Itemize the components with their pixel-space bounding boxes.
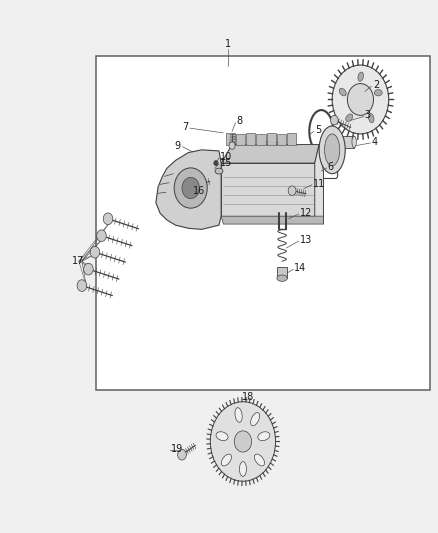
Ellipse shape [235,408,242,422]
Circle shape [347,84,374,115]
Bar [267,133,276,144]
Circle shape [90,246,100,258]
Bar [277,134,286,144]
Circle shape [330,115,338,125]
Circle shape [189,183,196,191]
Ellipse shape [251,413,260,426]
Text: 7: 7 [182,122,188,132]
Text: 19: 19 [171,445,184,455]
Circle shape [229,142,235,149]
Text: 13: 13 [300,235,312,245]
Ellipse shape [325,134,340,166]
Text: 2: 2 [374,80,380,90]
Circle shape [103,213,113,224]
Ellipse shape [332,136,337,148]
Text: 15: 15 [220,158,232,168]
Ellipse shape [368,114,374,123]
Bar [96,56,430,390]
Circle shape [288,186,296,196]
Bar [277,266,287,278]
Circle shape [174,168,207,208]
Circle shape [97,230,106,241]
Ellipse shape [258,432,270,441]
Ellipse shape [346,114,353,122]
Text: 11: 11 [313,179,325,189]
Text: 10: 10 [220,152,232,161]
Text: 1: 1 [225,39,231,49]
Circle shape [77,280,87,292]
Text: 6: 6 [328,162,334,172]
Text: 18: 18 [242,392,254,402]
Bar [226,133,235,144]
Bar [287,133,297,144]
Ellipse shape [277,275,287,281]
Ellipse shape [228,142,315,221]
Circle shape [210,402,276,481]
Circle shape [178,449,186,460]
Text: 12: 12 [300,208,312,218]
Circle shape [182,177,199,199]
Text: 5: 5 [315,125,321,135]
Circle shape [234,431,252,452]
Ellipse shape [215,168,223,174]
Circle shape [214,160,218,166]
Polygon shape [221,144,319,163]
Text: 9: 9 [175,141,181,151]
Text: 17: 17 [72,256,84,266]
Text: 14: 14 [294,263,307,273]
Ellipse shape [319,126,345,174]
Polygon shape [221,163,315,216]
Bar [246,133,255,144]
Text: 8: 8 [237,116,243,126]
Ellipse shape [216,432,228,441]
Ellipse shape [352,136,356,148]
Ellipse shape [221,454,231,466]
Polygon shape [221,216,323,224]
Ellipse shape [240,462,247,477]
Polygon shape [315,144,323,224]
Ellipse shape [254,454,265,466]
Bar [236,134,245,144]
Polygon shape [156,150,221,229]
Ellipse shape [374,90,382,96]
Ellipse shape [339,88,346,96]
Text: 4: 4 [371,137,378,147]
Text: 3: 3 [365,110,371,120]
Circle shape [332,65,389,134]
Circle shape [84,263,93,275]
Bar [335,136,354,148]
Ellipse shape [358,72,364,82]
Text: 16: 16 [193,185,205,196]
Bar [256,134,266,144]
